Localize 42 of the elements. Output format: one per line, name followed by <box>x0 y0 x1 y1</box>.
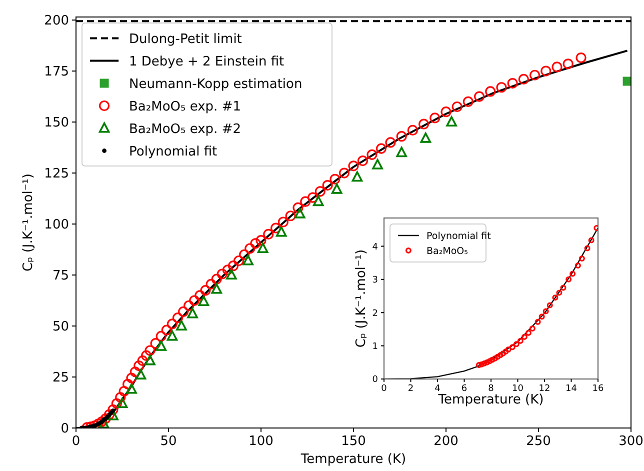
y-tick-label: 0 <box>372 375 378 386</box>
y-tick-label: 100 <box>44 218 69 233</box>
x-tick-label: 6 <box>461 384 468 394</box>
x-tick-label: 12 <box>538 384 550 394</box>
x-tick-label: 4 <box>434 384 441 394</box>
x-tick-label: 100 <box>248 434 274 449</box>
y-tick-label: 2 <box>372 308 378 319</box>
y-tick-label: 75 <box>52 268 69 284</box>
x-tick-label: 10 <box>512 384 524 394</box>
legend-label: Ba₂MoO₅ exp. #2 <box>129 122 241 137</box>
legend-label: Dulong-Petit limit <box>129 32 242 47</box>
y-tick-label: 175 <box>44 64 69 80</box>
y-tick-label: 50 <box>52 320 69 335</box>
y-tick-label: 1 <box>372 342 378 352</box>
x-tick-label: 0 <box>72 434 80 449</box>
legend-label: Polynomial fit <box>129 144 218 160</box>
legend-label: Neumann-Kopp estimation <box>129 76 302 92</box>
x-axis-title: Temperature (K) <box>437 392 544 408</box>
x-tick-label: 50 <box>160 434 177 449</box>
x-tick-label: 2 <box>408 384 414 394</box>
y-tick-label: 200 <box>44 14 69 29</box>
legend-label: Ba₂MoO₅ exp. #1 <box>129 99 241 114</box>
x-tick-label: 150 <box>341 434 366 449</box>
y-tick-label: 4 <box>372 242 378 252</box>
y-tick-label: 150 <box>44 116 69 131</box>
x-tick-label: 16 <box>592 384 604 394</box>
x-axis-title: Temperature (K) <box>300 452 406 468</box>
x-tick-label: 14 <box>566 384 578 394</box>
legend-label: 1 Debye + 2 Einstein fit <box>129 54 284 70</box>
x-tick-label: 200 <box>434 434 458 449</box>
y-tick-label: 0 <box>60 422 69 437</box>
legend-label: Polynomial fit <box>426 230 492 242</box>
x-tick-label: 300 <box>618 434 644 449</box>
y-axis-title: Cₚ (J.K⁻¹.mol⁻¹) <box>354 249 370 348</box>
x-tick-label: 0 <box>381 384 388 394</box>
y-tick-label: 25 <box>52 370 69 386</box>
x-tick-label: 8 <box>488 384 494 394</box>
y-tick-label: 125 <box>44 166 69 182</box>
x-tick-label: 250 <box>526 434 551 449</box>
legend-label: Ba₂MoO₅ <box>426 246 468 257</box>
y-tick-label: 3 <box>372 276 378 286</box>
y-axis-title: Cₚ (J.K⁻¹.mol⁻¹) <box>20 174 36 272</box>
